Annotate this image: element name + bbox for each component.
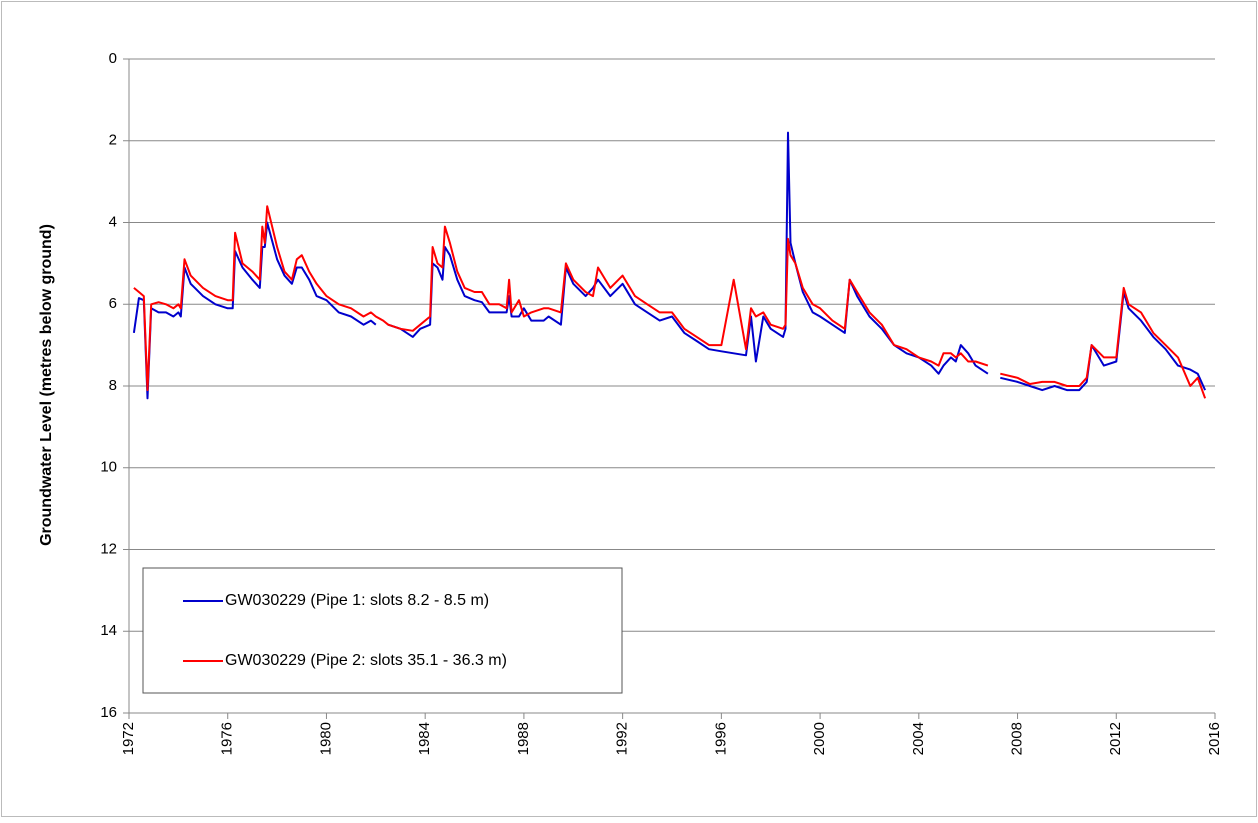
x-tick-label: 2008 (1009, 722, 1026, 755)
legend: GW030229 (Pipe 1: slots 8.2 - 8.5 m) GW03… (142, 567, 623, 694)
y-tick-label: 0 (109, 50, 117, 67)
x-tick-label: 2000 (811, 722, 828, 755)
y-tick-label: 10 (100, 459, 117, 476)
x-tick-label: 1988 (515, 722, 532, 755)
y-tick-label: 6 (109, 295, 117, 312)
y-axis-title: Groundwater Level (metres below ground) (38, 224, 55, 546)
x-tick-label: 2004 (910, 722, 927, 755)
x-tick-label: 1996 (712, 722, 729, 755)
y-tick-label: 16 (100, 704, 117, 721)
series-line (132, 131, 1207, 400)
x-tick-label: 2012 (1107, 722, 1124, 755)
legend-label: GW030229 (Pipe 1: slots 8.2 - 8.5 m) (225, 592, 489, 609)
x-tick-label: 1984 (416, 722, 433, 755)
x-tick-label: 1980 (317, 722, 334, 755)
y-tick-label: 14 (100, 622, 117, 639)
y-tick-label: 4 (109, 213, 117, 230)
y-tick-label: 12 (100, 540, 117, 557)
y-tick-label: 2 (109, 132, 117, 149)
legend-box (142, 567, 623, 694)
x-tick-label: 2016 (1206, 722, 1223, 755)
series-line (133, 205, 1207, 399)
y-tick-label: 8 (109, 377, 117, 394)
x-tick-label: 1972 (120, 722, 137, 755)
legend-label: GW030229 (Pipe 2: slots 35.1 - 36.3 m) (225, 652, 507, 669)
x-tick-label: 1992 (614, 722, 631, 755)
x-tick-label: 1976 (219, 722, 236, 755)
